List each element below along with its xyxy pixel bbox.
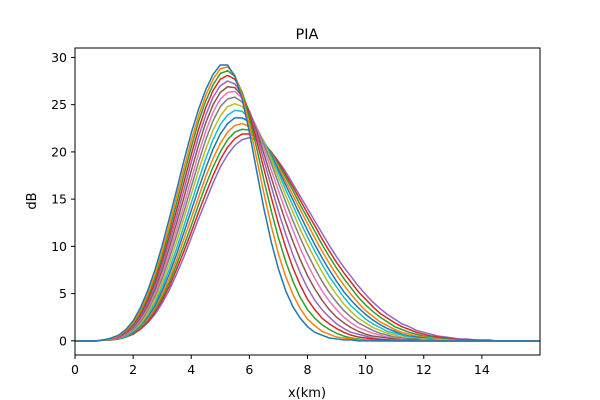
series-line-15: [75, 136, 540, 342]
y-tick-label: 25: [51, 97, 67, 112]
x-axis: 0 2 4 6 8 10 12 14: [71, 355, 490, 377]
x-tick-label: 12: [416, 362, 432, 377]
x-tick-label: 2: [129, 362, 137, 377]
y-tick-label: 10: [51, 239, 67, 254]
chart-title: PIA: [296, 27, 319, 43]
y-tick-label: 0: [59, 333, 67, 348]
y-tick-label: 15: [51, 192, 67, 207]
x-tick-label: 6: [245, 362, 253, 377]
y-tick-label: 5: [59, 286, 67, 301]
y-axis-label: dB: [25, 192, 40, 209]
x-tick-label: 14: [474, 362, 490, 377]
series-line-1: [75, 64, 540, 342]
x-tick-label: 10: [358, 362, 374, 377]
x-axis-label: x(km): [288, 386, 326, 400]
y-axis: 0 5 10 15 20 25 30: [51, 50, 75, 348]
y-tick-label: 30: [51, 50, 67, 65]
x-tick-label: 0: [71, 362, 79, 377]
y-tick-label: 20: [51, 144, 67, 159]
x-tick-label: 8: [304, 362, 312, 377]
x-tick-label: 4: [187, 362, 195, 377]
series-layer: [75, 64, 540, 342]
